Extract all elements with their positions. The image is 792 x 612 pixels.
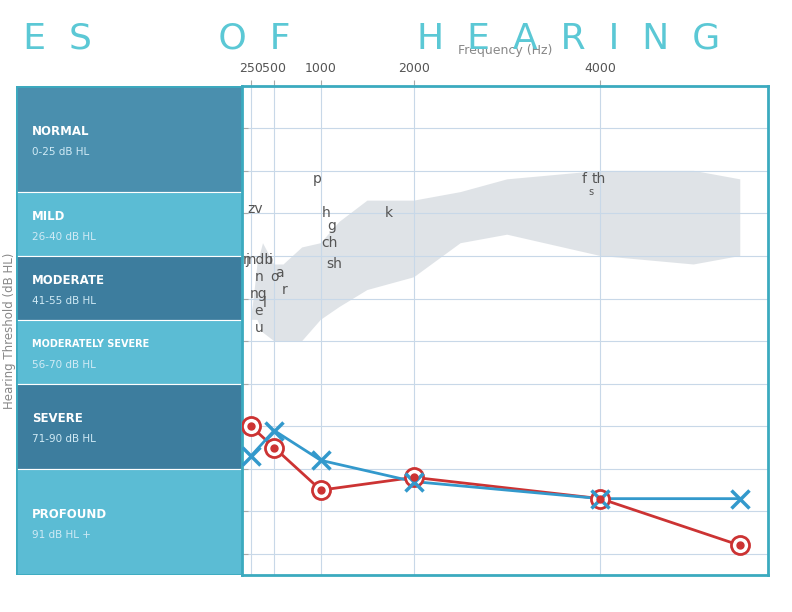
Text: 41-55 dB HL: 41-55 dB HL (32, 296, 96, 305)
Text: g: g (327, 219, 336, 233)
Text: i: i (269, 253, 273, 267)
Text: MODERATE: MODERATE (32, 274, 105, 287)
Text: o: o (270, 271, 279, 284)
Text: PROFOUND: PROFOUND (32, 508, 107, 521)
Bar (16, 320, 242, 384)
Text: a: a (275, 266, 284, 280)
Text: k: k (385, 206, 393, 220)
Text: 26-40 dB HL: 26-40 dB HL (32, 232, 96, 242)
Text: sh: sh (326, 258, 342, 272)
Text: ch: ch (321, 236, 337, 250)
Bar (16, 86, 242, 192)
Bar (16, 192, 242, 256)
Bar (16, 384, 242, 469)
Text: zv: zv (247, 202, 263, 216)
Text: 0-25 dB HL: 0-25 dB HL (32, 147, 89, 157)
Text: l: l (263, 296, 267, 310)
X-axis label: Frequency (Hz): Frequency (Hz) (458, 44, 552, 57)
Text: NORMAL: NORMAL (32, 125, 89, 138)
Text: 56-70 dB HL: 56-70 dB HL (32, 359, 96, 370)
Text: MODERATELY SEVERE: MODERATELY SEVERE (32, 339, 149, 349)
Text: j: j (246, 253, 249, 267)
Bar (16, 256, 242, 320)
Text: e: e (254, 304, 263, 318)
Text: f: f (581, 173, 586, 186)
Text: MILD: MILD (32, 210, 65, 223)
Text: mdb: mdb (243, 253, 275, 267)
Text: u: u (254, 321, 263, 335)
Text: r: r (282, 283, 287, 297)
Text: s: s (588, 187, 594, 197)
Text: p: p (313, 173, 322, 186)
Bar (16, 469, 242, 575)
Text: h: h (322, 206, 331, 220)
Text: D  E  G  R  E  E  S           O  F           H  E  A  R  I  N  G           L  O : D E G R E E S O F H E A R I N G L O (0, 21, 792, 56)
Text: th: th (592, 173, 606, 186)
Text: ng: ng (250, 287, 268, 301)
Polygon shape (251, 171, 741, 341)
Text: 71-90 dB HL: 71-90 dB HL (32, 434, 96, 444)
Text: SEVERE: SEVERE (32, 412, 82, 425)
Text: Hearing Threshold (dB HL): Hearing Threshold (dB HL) (3, 252, 16, 409)
Text: n: n (254, 271, 263, 284)
Text: 91 dB HL +: 91 dB HL + (32, 530, 90, 540)
